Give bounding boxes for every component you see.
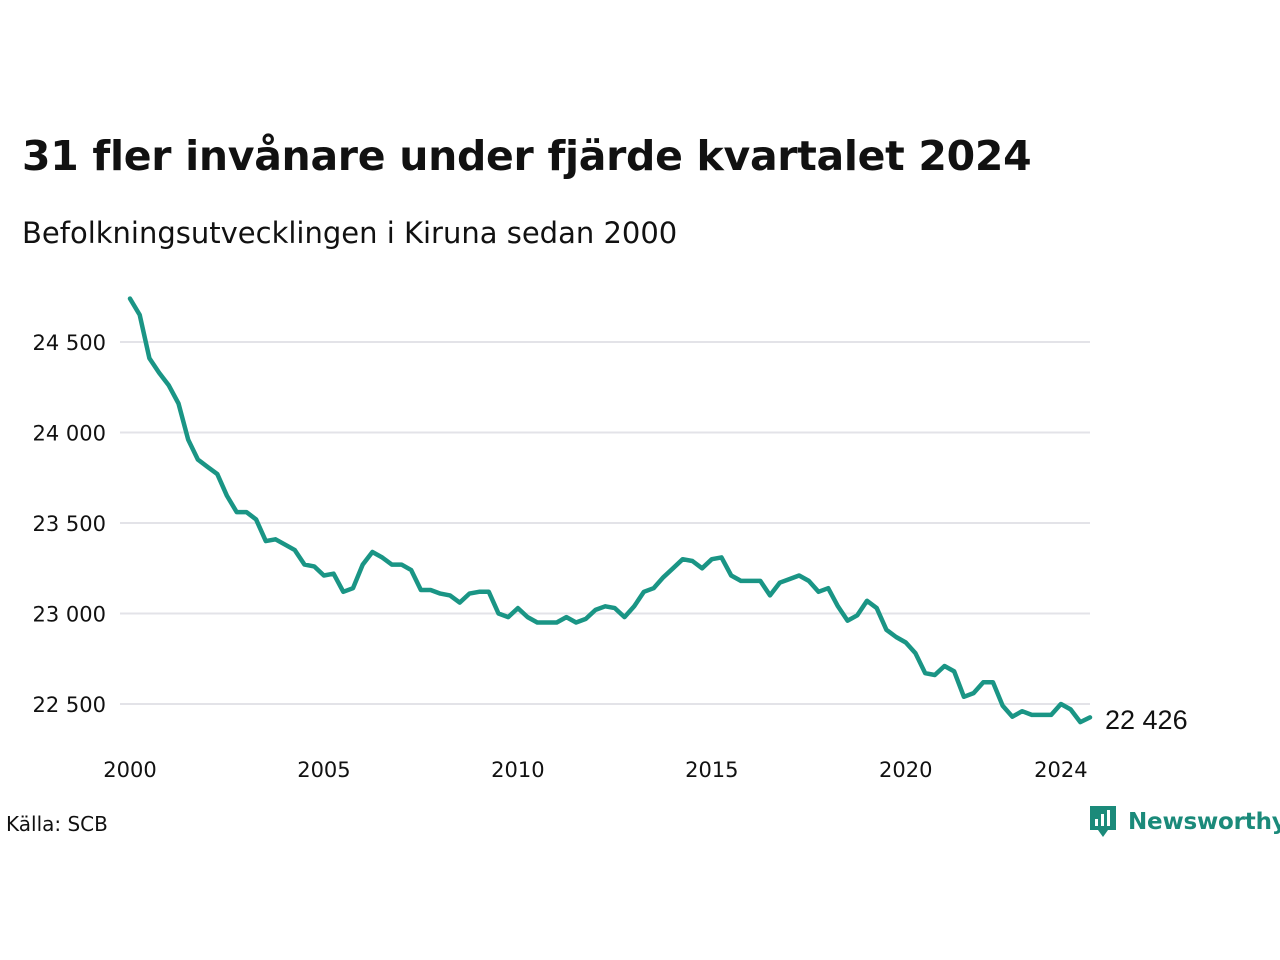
end-value-label: 22 426: [1105, 705, 1188, 735]
series-lines: [127, 296, 1093, 725]
brand-logo: Newsworthy: [1088, 804, 1280, 840]
newsworthy-logo-icon: [1090, 806, 1116, 837]
x-tick-label: 2005: [297, 758, 350, 782]
y-tick-label: 23 000: [33, 603, 106, 627]
y-tick-label: 23 500: [33, 512, 106, 536]
brand-name: Newsworthy: [1128, 809, 1280, 835]
x-tick-label: 2010: [491, 758, 544, 782]
chart-title: 31 fler invånare under fjärde kvartalet …: [22, 132, 1032, 180]
y-tick-label: 24 500: [33, 331, 106, 355]
x-tick-label: 2015: [685, 758, 738, 782]
x-tick-label: 2000: [103, 758, 156, 782]
chart-subtitle: Befolkningsutvecklingen i Kiruna sedan 2…: [22, 216, 678, 250]
x-tick-label: 2024: [1034, 758, 1087, 782]
x-axis: 2000 2005 2010 2015 2020 2024: [103, 758, 1087, 782]
y-tick-label: 24 000: [33, 422, 106, 446]
gridlines: [120, 341, 1090, 705]
x-tick-label: 2020: [879, 758, 932, 782]
source-note: Källa: SCB: [6, 812, 108, 836]
y-tick-label: 22 500: [33, 693, 106, 717]
series-line-0: [127, 296, 1093, 725]
y-axis: 22 500 23 000 23 500 24 000 24 500: [33, 331, 106, 717]
